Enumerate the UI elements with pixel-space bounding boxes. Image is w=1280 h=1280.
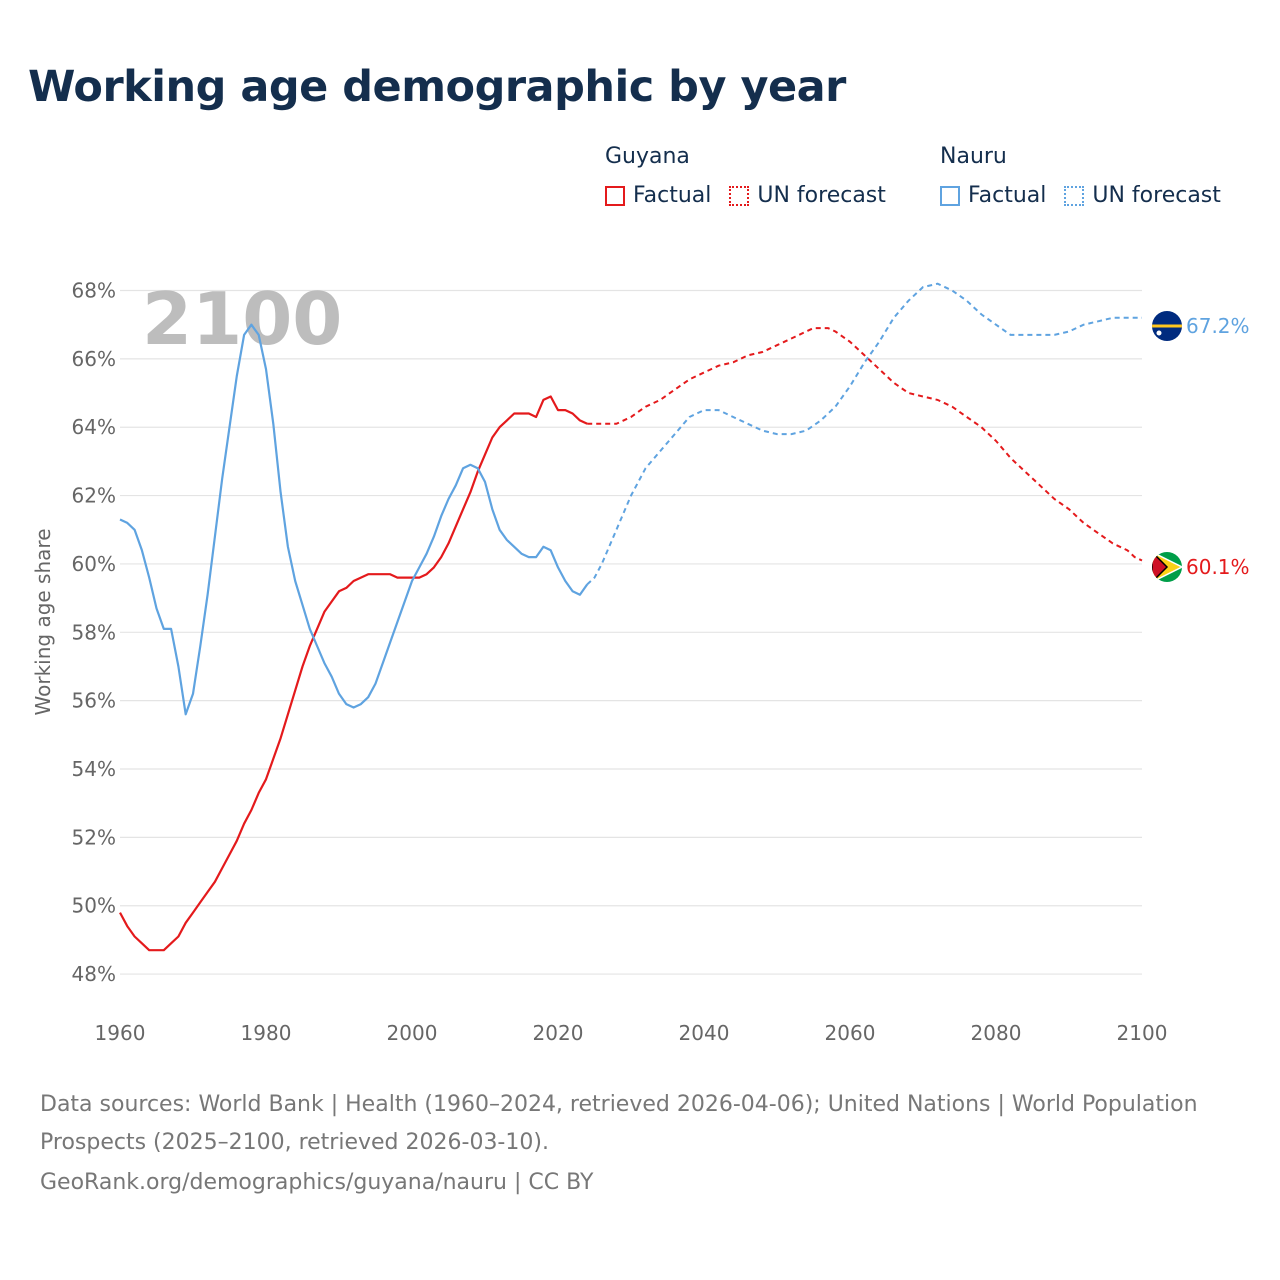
legend-item-nauru-forecast[interactable]: UN forecast bbox=[1064, 183, 1221, 208]
y-tick-label-60: 60% bbox=[72, 552, 116, 576]
legend-swatch-guyana-factual bbox=[605, 185, 625, 206]
legend-item-nauru-factual[interactable]: Factual bbox=[940, 183, 1046, 208]
x-axis-ticks: 1960 1980 2000 2020 2040 2060 2080 2100 bbox=[95, 1021, 1168, 1045]
x-tick-label-1980: 1980 bbox=[241, 1021, 292, 1045]
nauru-flag-icon bbox=[1152, 311, 1182, 341]
legend-group-nauru: Nauru Factual UN forecast bbox=[940, 144, 1221, 208]
y-tick-label-62: 62% bbox=[72, 484, 116, 508]
legend-country-guyana: Guyana bbox=[605, 144, 690, 169]
legend-label-guyana-factual: Factual bbox=[633, 183, 712, 208]
legend-label-nauru-forecast: UN forecast bbox=[1092, 183, 1221, 208]
y-tick-label-52: 52% bbox=[72, 825, 116, 849]
legend-swatch-guyana-forecast bbox=[729, 185, 750, 206]
nauru-forecast-line bbox=[586, 282, 1142, 586]
y-tick-label-64: 64% bbox=[72, 415, 116, 439]
legend-item-guyana-forecast[interactable]: UN forecast bbox=[729, 183, 886, 208]
data-sources-note: Data sources: World Bank | Health (1960–… bbox=[40, 1092, 1198, 1155]
series-lines bbox=[119, 282, 1143, 952]
y-tick-label-58: 58% bbox=[72, 620, 116, 644]
x-tick-label-2020: 2020 bbox=[533, 1021, 584, 1045]
nauru-end-label: 67.2% bbox=[1186, 314, 1250, 338]
line-chart: 48%50%52%54%56%58%60%62%64%66%68% 1960 19… bbox=[31, 277, 1250, 1045]
gridlines bbox=[120, 289, 1142, 975]
legend-label-nauru-factual: Factual bbox=[968, 183, 1047, 208]
y-tick-label-56: 56% bbox=[72, 689, 116, 713]
guyana-factual-line bbox=[119, 395, 588, 952]
chart-title: Working age demographic by year bbox=[28, 62, 846, 112]
guyana-flag-icon bbox=[1152, 552, 1182, 582]
nauru-factual-line bbox=[119, 323, 589, 716]
y-tick-label-54: 54% bbox=[72, 757, 116, 781]
guyana-forecast-line bbox=[587, 327, 1143, 562]
x-tick-label-2060: 2060 bbox=[825, 1021, 876, 1045]
x-tick-label-2080: 2080 bbox=[971, 1021, 1022, 1045]
legend-swatch-nauru-factual bbox=[940, 185, 960, 206]
y-axis-ticks: 48% 50% 52% 54% 56% 58% 60% 62% 64% 66% 68% bbox=[72, 279, 116, 987]
legend-group-guyana: Guyana Factual UN forecast bbox=[605, 144, 904, 208]
credit-link[interactable]: GeoRank.org/demographics/guyana/nauru | … bbox=[40, 1170, 594, 1195]
legend-item-guyana-factual[interactable]: Factual bbox=[605, 183, 711, 208]
legend-swatch-nauru-forecast bbox=[1064, 185, 1085, 206]
legend-label-guyana-forecast: UN forecast bbox=[757, 183, 886, 208]
y-tick-label-48: 48% bbox=[72, 962, 116, 986]
x-tick-label-1960: 1960 bbox=[95, 1021, 146, 1045]
x-tick-label-2040: 2040 bbox=[679, 1021, 730, 1045]
y-tick-label-66: 66% bbox=[72, 347, 116, 371]
legend-country-nauru: Nauru bbox=[940, 144, 1007, 169]
x-tick-label-2100: 2100 bbox=[1117, 1021, 1168, 1045]
y-tick-label-50: 50% bbox=[72, 894, 116, 918]
y-axis-title: Working age share bbox=[31, 529, 55, 716]
x-tick-label-2000: 2000 bbox=[387, 1021, 438, 1045]
guyana-end-label: 60.1% bbox=[1186, 555, 1250, 579]
y-tick-label-68: 68% bbox=[72, 279, 116, 303]
